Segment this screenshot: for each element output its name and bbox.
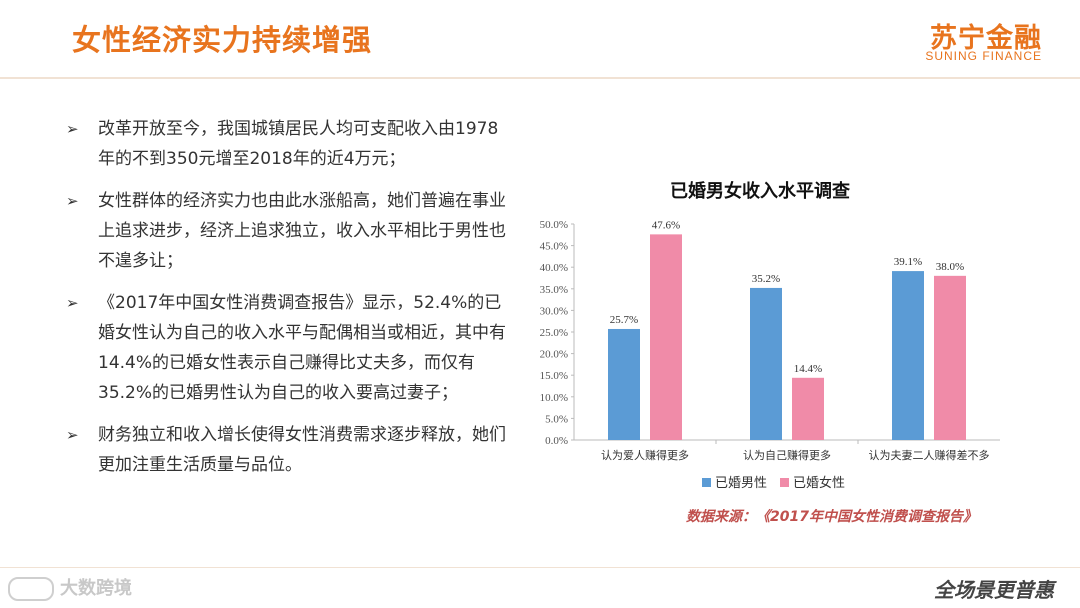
data-label: 35.2%: [752, 273, 780, 285]
bullet-text: 改革开放至今，我国城镇居民人均可支配收入由1978年的不到350元增至2018年…: [98, 119, 499, 169]
bullet-item: ➢ 女性群体的经济实力也由此水涨船高，她们普遍在事业上追求进步，经济上追求独立，…: [66, 186, 506, 276]
y-tick-label: 20.0%: [540, 349, 568, 361]
bullet-text: 《2017年中国女性消费调查报告》显示，52.4%的已婚女性认为自己的收入水平与…: [98, 293, 506, 403]
data-source: 数据来源：《2017年中国女性消费调查报告》: [686, 509, 977, 525]
x-tick-label: 认为爱人赚得更多: [601, 448, 689, 462]
arrow-bullet-icon: ➢: [66, 294, 79, 312]
watermark-text: 大数跨境: [60, 578, 132, 599]
footer-slogan: 全场景更普惠: [934, 578, 1054, 602]
y-tick-label: 25.0%: [540, 327, 568, 339]
bar: [892, 271, 924, 440]
legend-label: 已婚男性: [715, 476, 767, 491]
bullet-item: ➢ 《2017年中国女性消费调查报告》显示，52.4%的已婚女性认为自己的收入水…: [66, 288, 506, 408]
header-divider: [0, 77, 1080, 79]
watermark-logo-icon: [8, 577, 54, 601]
y-tick-label: 40.0%: [540, 262, 568, 274]
arrow-bullet-icon: ➢: [66, 192, 79, 210]
bar-chart: 0.0% 5.0% 10.0% 15.0% 20.0% 25.0% 30.0% 35.0% 40…: [540, 219, 1000, 491]
bullet-item: ➢ 财务独立和收入增长使得女性消费需求逐步释放，她们更加注重生活质量与品位。: [66, 420, 506, 480]
bullet-item: ➢ 改革开放至今，我国城镇居民人均可支配收入由1978年的不到350元增至201…: [66, 114, 506, 174]
bar: [750, 287, 782, 440]
data-label: 14.4%: [794, 363, 822, 375]
x-tick-label: 认为夫妻二人赚得差不多: [869, 448, 990, 462]
bar: [608, 328, 640, 440]
bullet-text: 女性群体的经济实力也由此水涨船高，她们普遍在事业上追求进步，经济上追求独立，收入…: [98, 191, 506, 271]
data-label: 47.6%: [652, 219, 680, 231]
y-tick-label: 45.0%: [540, 241, 568, 253]
bar: [650, 234, 682, 440]
arrow-bullet-icon: ➢: [66, 120, 79, 138]
arrow-bullet-icon: ➢: [66, 426, 79, 444]
bar: [792, 377, 824, 440]
legend-swatch: [780, 478, 789, 487]
y-tick-label: 0.0%: [545, 435, 568, 447]
data-label: 25.7%: [610, 314, 638, 326]
legend-swatch: [702, 478, 711, 487]
data-label: 39.1%: [894, 256, 922, 268]
y-tick-label: 35.0%: [540, 284, 568, 296]
page-title: 女性经济实力持续增强: [72, 23, 373, 57]
logo-text-en: SUNING FINANCE: [925, 49, 1042, 63]
y-tick-label: 30.0%: [540, 305, 568, 317]
bullet-text: 财务独立和收入增长使得女性消费需求逐步释放，她们更加注重生活质量与品位。: [98, 425, 506, 475]
x-tick-label: 认为自己赚得更多: [743, 448, 831, 462]
watermark: 大数跨境: [8, 574, 132, 601]
logo-text-cn: 苏宁金融: [930, 23, 1042, 54]
bullet-list: ➢ 改革开放至今，我国城镇居民人均可支配收入由1978年的不到350元增至201…: [66, 114, 506, 492]
legend-label: 已婚女性: [793, 475, 845, 491]
header: 女性经济实力持续增强 苏宁金融 SUNING FINANCE: [0, 0, 1080, 78]
y-tick-label: 10.0%: [540, 392, 568, 404]
bar: [934, 275, 966, 440]
y-tick-label: 5.0%: [545, 413, 568, 425]
y-tick-label: 15.0%: [540, 370, 568, 382]
footer-divider: [0, 567, 1080, 568]
chart-title: 已婚男女收入水平调查: [670, 181, 850, 202]
data-label: 38.0%: [936, 261, 964, 273]
y-tick-label: 50.0%: [540, 219, 568, 231]
